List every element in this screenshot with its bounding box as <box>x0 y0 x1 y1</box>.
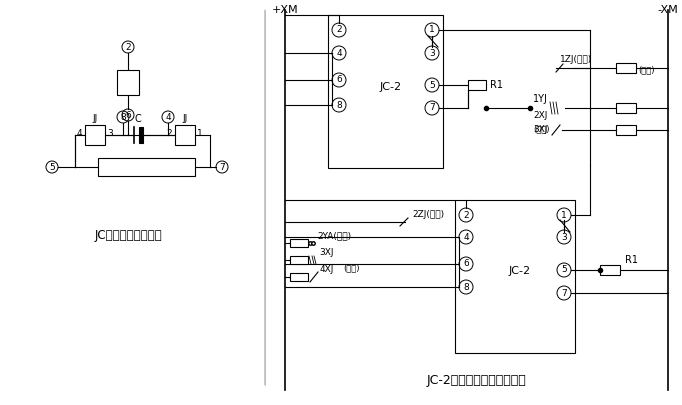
Text: 6: 6 <box>336 75 342 85</box>
Text: R1    1Ω: R1 1Ω <box>127 162 166 172</box>
Text: JJ: JJ <box>182 114 188 123</box>
Text: R2: R2 <box>121 78 134 88</box>
Bar <box>117 70 139 95</box>
Text: 5: 5 <box>429 81 435 90</box>
Bar <box>85 125 105 145</box>
Text: 7: 7 <box>561 288 567 298</box>
Text: 4: 4 <box>165 113 170 121</box>
Text: JC-2: JC-2 <box>509 266 531 277</box>
Text: 3: 3 <box>561 232 567 241</box>
Text: 3: 3 <box>429 49 435 58</box>
Text: 1: 1 <box>429 26 435 34</box>
Text: 8: 8 <box>463 283 469 292</box>
Text: 4: 4 <box>336 49 342 58</box>
Text: 2ZJ(复归): 2ZJ(复归) <box>412 210 444 219</box>
Text: 5: 5 <box>561 266 567 275</box>
Text: 2: 2 <box>166 128 172 138</box>
Bar <box>468 80 486 90</box>
Text: 1YJ: 1YJ <box>533 94 548 104</box>
Text: (试验): (试验) <box>638 66 655 75</box>
Text: +XM: +XM <box>271 5 298 15</box>
Bar <box>290 256 308 264</box>
Text: R1: R1 <box>490 80 503 90</box>
Text: 1: 1 <box>561 211 567 220</box>
Text: R1: R1 <box>625 255 638 265</box>
Text: 4XJ: 4XJ <box>320 265 334 274</box>
Text: 6: 6 <box>125 111 131 119</box>
Bar <box>98 158 195 176</box>
Text: C: C <box>134 114 141 124</box>
Text: JJ: JJ <box>92 114 98 123</box>
Text: 2XJ: 2XJ <box>533 111 548 120</box>
Text: 7: 7 <box>429 104 435 113</box>
Text: JC-2冲击继电器典型接线图: JC-2冲击继电器典型接线图 <box>427 374 527 387</box>
Text: 2: 2 <box>463 211 469 220</box>
Text: 3: 3 <box>107 128 113 138</box>
Text: 3XJ: 3XJ <box>533 126 548 134</box>
Text: 8: 8 <box>120 113 126 121</box>
Text: JC-2: JC-2 <box>379 81 402 92</box>
Bar <box>616 103 636 113</box>
Bar <box>616 63 636 73</box>
Text: 2: 2 <box>336 26 342 34</box>
Bar <box>290 273 308 281</box>
Text: 4: 4 <box>463 232 469 241</box>
Text: 1: 1 <box>197 128 203 138</box>
Text: 1ZJ(复归): 1ZJ(复归) <box>560 55 592 64</box>
Bar <box>139 127 143 143</box>
Bar <box>290 239 308 247</box>
Text: 7: 7 <box>219 162 225 171</box>
Bar <box>455 200 575 353</box>
Text: -XM: -XM <box>657 5 679 15</box>
Text: 2: 2 <box>125 43 131 51</box>
Bar <box>175 125 195 145</box>
Bar <box>600 265 620 275</box>
Bar <box>328 15 443 168</box>
Bar <box>616 125 636 135</box>
Text: 3XJ: 3XJ <box>319 248 333 257</box>
Text: (启动): (启动) <box>533 124 550 133</box>
Text: 6: 6 <box>463 260 469 269</box>
Text: JC继电器原理电路图: JC继电器原理电路图 <box>94 228 162 241</box>
Text: 5: 5 <box>49 162 55 171</box>
Text: 4: 4 <box>76 128 82 138</box>
Text: 2YA(试验): 2YA(试验) <box>317 231 351 240</box>
Text: (启动): (启动) <box>343 263 359 272</box>
Text: 8: 8 <box>336 100 342 109</box>
